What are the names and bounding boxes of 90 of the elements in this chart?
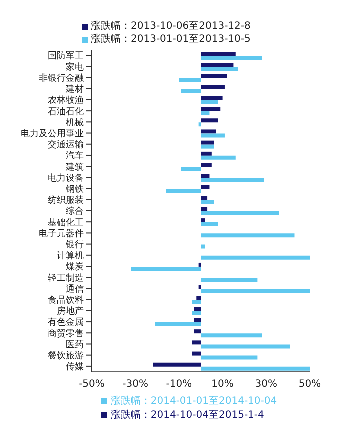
bar [192, 340, 201, 345]
y-tick-label: 建筑 [65, 162, 84, 173]
bar [201, 156, 236, 160]
x-tick-label: 50% [298, 379, 322, 390]
bar [201, 74, 228, 78]
bar [194, 318, 201, 322]
y-tick-label: 餐饮旅游 [48, 350, 84, 362]
y-tick-label: 基础化工 [48, 217, 84, 228]
bar [201, 211, 280, 216]
bar [201, 63, 234, 68]
bar [192, 311, 201, 316]
bar [201, 344, 290, 349]
legend-label: 涨跌幅：2014-01-01至2014-10-04 [110, 396, 278, 407]
bar [201, 56, 262, 60]
bar [201, 96, 223, 100]
bar [201, 334, 262, 338]
bar [192, 300, 201, 304]
bar [201, 144, 214, 149]
bar [192, 352, 201, 356]
y-tick-label: 综合 [66, 206, 84, 218]
y-tick-label: 食品饮料 [48, 295, 84, 306]
y-tick-label: 家电 [66, 62, 84, 73]
bar [201, 174, 210, 178]
text: 涨跌幅：2013-10-06至2013-12-8 [91, 20, 251, 33]
bar [201, 118, 218, 123]
y-tick-label: 电子元器件 [39, 228, 84, 240]
y-tick-label: 石油石化 [48, 106, 84, 118]
bar [201, 196, 208, 200]
bar [196, 296, 201, 300]
bar [201, 112, 210, 116]
bar [201, 222, 218, 227]
bar [201, 67, 238, 72]
y-tick-label: 传媒 [66, 362, 84, 373]
bar [201, 256, 310, 260]
x-tick-label: 10% [212, 379, 234, 390]
y-tick-label: 医药 [66, 339, 84, 350]
bar [166, 189, 201, 194]
text: 涨跌幅：2013-01-01至2013-10-5 [91, 33, 251, 46]
bar [201, 52, 236, 56]
bar [181, 167, 201, 172]
bar [155, 322, 201, 326]
y-tick-label: 电力设备 [48, 172, 84, 184]
bar [201, 207, 208, 212]
y-tick-label: 建材 [65, 84, 84, 96]
bar [201, 218, 206, 223]
y-tick-label: 有色金属 [48, 317, 84, 328]
bar [201, 163, 212, 168]
legend-label: 涨跌幅：2014-10-04至2015-1-4 [110, 410, 264, 421]
y-tick-label: 农林牧渔 [48, 95, 84, 106]
x-tick-label: -10% [166, 379, 192, 390]
bar [201, 185, 210, 190]
bar [201, 178, 264, 182]
x-tick-label: -30% [122, 379, 149, 390]
bar [194, 330, 201, 334]
y-tick-label: 交通运输 [48, 140, 84, 151]
y-tick-label: 国防军工 [48, 50, 84, 62]
bar [201, 85, 225, 90]
bar [201, 234, 295, 238]
bar [201, 152, 212, 156]
y-tick-label: 计算机 [57, 250, 84, 262]
bar [201, 100, 218, 104]
bar [194, 307, 201, 312]
bar [201, 366, 310, 371]
bar [201, 356, 258, 360]
bar [181, 89, 201, 94]
y-tick-label: 纺织服装 [48, 195, 84, 206]
y-tick-label: 煤炭 [66, 262, 84, 273]
bar [201, 108, 221, 112]
y-tick-label: 机械 [66, 117, 84, 128]
y-tick-label: 电力及公用事业 [21, 128, 84, 140]
bar [201, 289, 310, 294]
y-tick-label: 钢铁 [65, 184, 84, 195]
x-tick-label: 30% [255, 379, 278, 390]
bar [201, 200, 214, 204]
bar [179, 78, 201, 82]
bar [201, 134, 225, 138]
bar [201, 140, 214, 145]
x-tick-label: -50% [79, 379, 105, 390]
bar [201, 244, 206, 249]
y-tick-label: 非银行金融 [39, 72, 84, 84]
y-tick-label: 通信 [66, 284, 84, 295]
bar [153, 362, 201, 367]
y-tick-label: 轻工制造 [48, 272, 84, 284]
y-tick-label: 商贸零售 [48, 328, 84, 340]
y-tick-label: 银行 [65, 240, 84, 251]
bar [201, 130, 216, 134]
bar [131, 266, 201, 271]
bar [201, 278, 258, 282]
y-tick-label: 房地产 [57, 306, 84, 318]
y-tick-label: 汽车 [66, 150, 84, 162]
